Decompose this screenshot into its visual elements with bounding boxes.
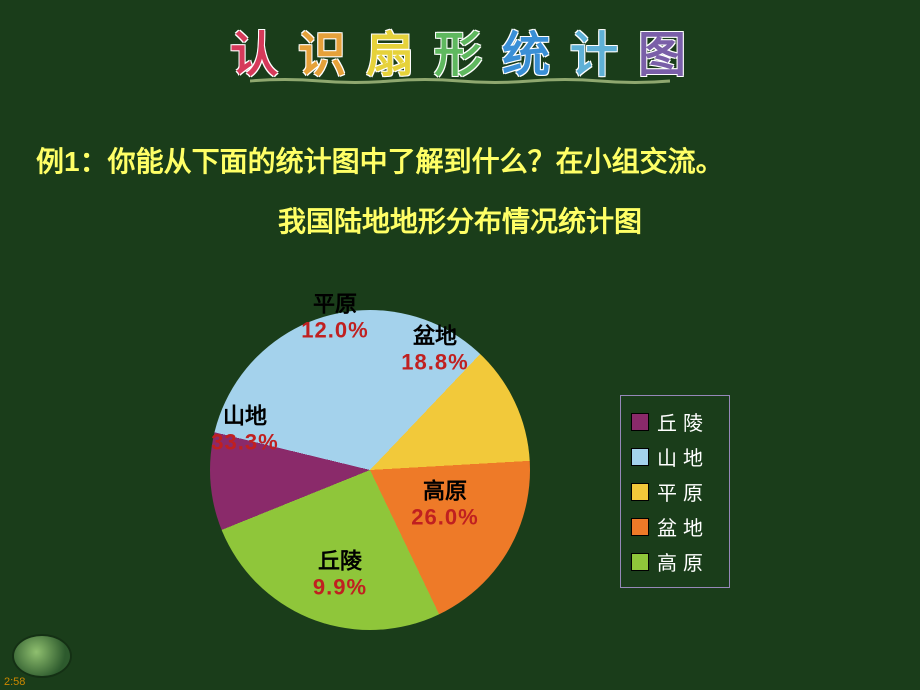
title-char-3: 形 — [434, 15, 486, 85]
pie-label-plateau: 高原26.0% — [411, 479, 478, 532]
corner-time: 2:58 — [4, 676, 25, 688]
title-char-4: 统 — [502, 15, 554, 85]
question-text: 例1：你能从下面的统计图中了解到什么？在小组交流。 — [36, 140, 884, 180]
title-char-6: 图 — [638, 15, 690, 85]
legend-swatch-plateau — [631, 553, 649, 571]
legend-swatch-mountain — [631, 448, 649, 466]
legend-item-plateau: 高原 — [631, 544, 709, 579]
legend-label-plateau: 高原 — [657, 547, 709, 576]
legend-label-basin: 盆地 — [657, 512, 709, 541]
legend-swatch-plain — [631, 483, 649, 501]
legend-item-hills: 丘陵 — [631, 404, 709, 439]
legend-item-mountain: 山地 — [631, 439, 709, 474]
legend-item-basin: 盆地 — [631, 509, 709, 544]
legend-label-mountain: 山地 — [657, 442, 709, 471]
pie-chart — [210, 310, 530, 630]
pie-label-basin: 盆地18.8% — [401, 324, 468, 377]
legend-label-hills: 丘陵 — [657, 407, 709, 436]
title-char-2: 扇 — [366, 15, 418, 85]
legend-swatch-basin — [631, 518, 649, 536]
legend-swatch-hills — [631, 413, 649, 431]
pie-label-mountain: 山地33.3% — [211, 404, 278, 457]
pie-label-plain: 平原12.0% — [301, 292, 368, 345]
legend-item-plain: 平原 — [631, 474, 709, 509]
corner-decoration-icon — [14, 636, 70, 676]
legend-label-plain: 平原 — [657, 477, 709, 506]
title-char-1: 识 — [298, 15, 350, 85]
legend: 丘陵 山地 平原 盆地 高原 — [620, 395, 730, 588]
chart-subtitle: 我国陆地地形分布情况统计图 — [0, 200, 920, 240]
title-char-0: 认 — [230, 15, 282, 85]
pie-label-hills: 丘陵9.9% — [313, 549, 367, 602]
title-char-5: 计 — [570, 15, 622, 85]
page-title: 认 识 扇 形 统 计 图 — [0, 15, 920, 85]
title-underline — [250, 78, 670, 84]
